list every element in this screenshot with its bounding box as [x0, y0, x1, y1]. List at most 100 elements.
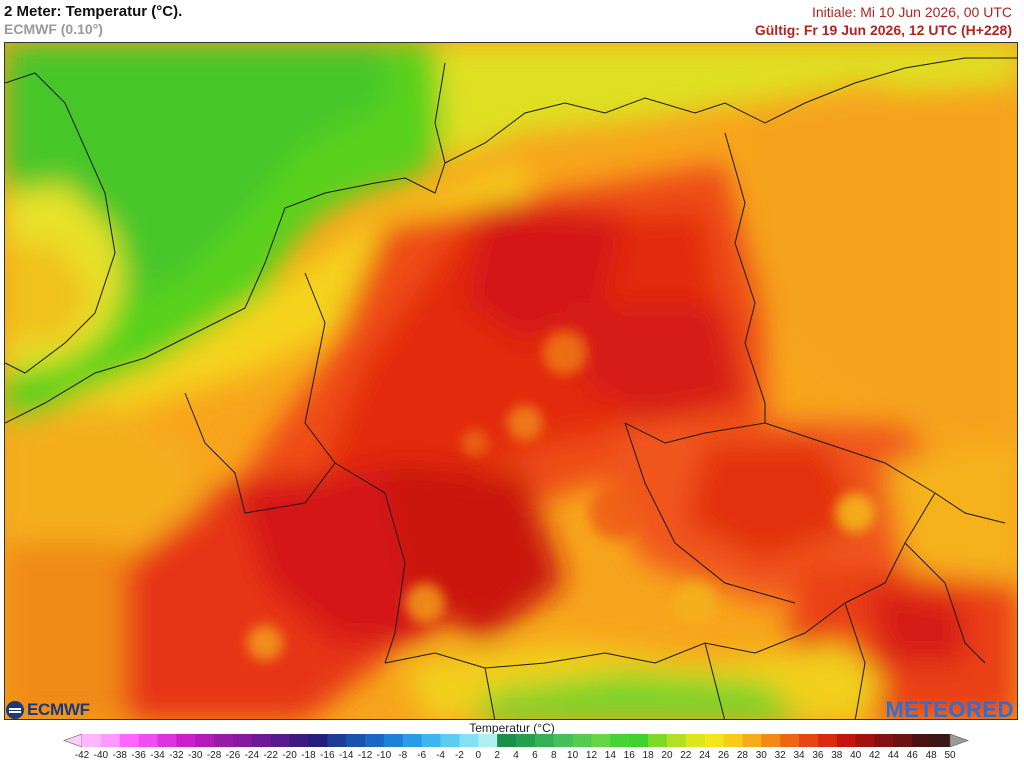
colorbar-swatch: [912, 734, 932, 747]
map-title: 2 Meter: Temperatur (°C).: [4, 3, 183, 20]
colorbar-tick-label: 42: [868, 750, 881, 761]
colorbar-swatch: [610, 734, 630, 747]
colorbar-swatch: [421, 734, 442, 747]
colorbar-swatch: [723, 734, 743, 747]
colorbar-swatch: [251, 734, 272, 747]
colorbar-swatch: [497, 734, 517, 747]
colorbar-tick-label: 40: [850, 750, 862, 761]
colorbar-tick-label: 12: [585, 750, 598, 761]
colorbar-tick-label: 14: [604, 750, 616, 761]
colorbar-swatch: [817, 734, 838, 747]
colorbar-swatch: [346, 734, 366, 747]
colorbar-over-arrow: [949, 734, 969, 748]
colorbar-swatch: [534, 734, 555, 747]
colorbar-swatch: [176, 734, 196, 747]
legend-title: Temperatur (°C): [469, 721, 555, 735]
ecmwf-logo: ECMWF: [6, 700, 90, 720]
colorbar-tick-label: -36: [131, 750, 146, 761]
colorbar-swatch: [836, 734, 857, 747]
colorbar-tick-label: 26: [718, 750, 730, 761]
colorbar-tick-label: -16: [320, 750, 335, 761]
colorbar-swatch: [119, 734, 140, 747]
colorbar-swatch: [685, 734, 706, 747]
colorbar-tick-label: 18: [642, 750, 654, 761]
colorbar-tick-label: 0: [475, 750, 482, 761]
colorbar-tick-label: 28: [736, 750, 748, 761]
colorbar-tick-label: -6: [417, 750, 427, 761]
colorbar-tick-label: 50: [944, 750, 956, 761]
valid-time: Gültig: Fr 19 Jun 2026, 12 UTC (H+228): [754, 22, 1012, 38]
colorbar-swatch: [572, 734, 592, 747]
colorbar-swatch: [289, 734, 309, 747]
colorbar-tick-label: -34: [150, 750, 165, 761]
colorbar-swatch: [855, 734, 876, 747]
colorbar-tick-label: 34: [793, 750, 805, 761]
colorbar-swatch: [516, 734, 536, 747]
init-time: Initiale: Mi 10 Jun 2026, 00 UTC: [812, 4, 1012, 20]
colorbar-tick-label: -8: [398, 750, 408, 761]
colorbar-tick-label: 8: [550, 750, 557, 761]
colorbar-under-arrow: [63, 734, 83, 748]
colorbar-tick-label: 32: [774, 750, 786, 761]
colorbar-swatch: [308, 734, 328, 747]
colorbar-tick-label: 38: [831, 750, 843, 761]
map-canvas: [5, 43, 1017, 719]
meteored-logo: METEORED: [885, 697, 1014, 722]
colorbar-tick-label: -18: [301, 750, 316, 761]
colorbar-swatch: [214, 734, 234, 747]
model-label: ECMWF (0.10°): [4, 21, 103, 37]
colorbar-tick-label: -38: [112, 750, 127, 761]
colorbar-tick-label: -26: [225, 750, 241, 761]
colorbar-swatch: [402, 734, 423, 747]
colorbar-swatch: [704, 734, 725, 747]
colorbar-tick-label: -32: [169, 750, 184, 761]
colorbar-tick-label: -42: [74, 750, 90, 761]
colorbar-swatch: [195, 734, 215, 747]
colorbar-swatch: [100, 734, 121, 747]
colorbar-tick-label: -40: [93, 750, 109, 761]
colorbar-swatch: [383, 734, 404, 747]
colorbar-tick-label: -28: [206, 750, 222, 761]
colorbar-tick-label: -20: [282, 750, 297, 761]
ecmwf-logo-text: ECMWF: [27, 700, 90, 719]
colorbar-tick-label: -24: [244, 750, 260, 761]
colorbar-tick-label: -2: [454, 750, 464, 761]
colorbar-tick-label: 48: [925, 750, 937, 761]
colorbar-tick-label: 20: [661, 750, 673, 761]
colorbar-tick-label: 30: [755, 750, 767, 761]
colorbar-tick-label: -30: [187, 750, 203, 761]
colorbar-tick-label: 22: [680, 750, 692, 761]
colorbar: [63, 734, 969, 748]
temperature-map[interactable]: [4, 42, 1018, 720]
colorbar-tick-label: 16: [623, 750, 635, 761]
colorbar-swatch: [327, 734, 347, 747]
header-right: Initiale: Mi 10 Jun 2026, 00 UTC Gültig:…: [755, 3, 1012, 39]
colorbar-swatch: [874, 734, 894, 747]
colorbar-tick-label: 10: [567, 750, 579, 761]
colorbar-swatch: [478, 734, 498, 747]
colorbar-swatch: [232, 734, 253, 747]
colorbar-swatch: [931, 734, 951, 747]
colorbar-swatch: [780, 734, 800, 747]
colorbar-tick-label: -22: [263, 750, 278, 761]
colorbar-swatch: [553, 734, 574, 747]
colorbar-tick-label: 36: [812, 750, 824, 761]
colorbar-swatch: [82, 734, 102, 747]
colorbar-tick-label: 6: [532, 750, 538, 761]
detail-pockets: [247, 331, 875, 661]
colorbar-swatch: [157, 734, 177, 747]
colorbar-tick-label: 4: [513, 750, 519, 761]
colorbar-swatch: [138, 734, 158, 747]
colorbar-tick-label: -4: [436, 750, 445, 761]
colorbar-swatch: [742, 734, 762, 747]
colorbar-swatch: [761, 734, 781, 747]
colorbar-swatch: [459, 734, 479, 747]
colorbar-tick-label: 44: [887, 750, 899, 761]
colorbar-swatch: [629, 734, 649, 747]
colorbar-tick-label: -14: [338, 750, 354, 761]
ecmwf-logo-icon: [6, 701, 24, 719]
borders: [5, 57, 1017, 719]
colorbar-swatch: [799, 734, 819, 747]
colorbar-swatch: [365, 734, 385, 747]
colorbar-tick-label: -12: [357, 750, 373, 761]
